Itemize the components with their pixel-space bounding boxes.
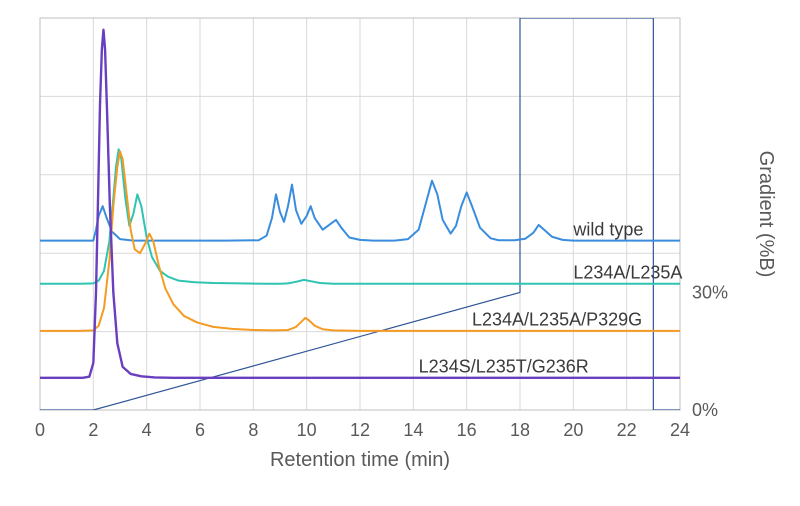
y2-tick-label: 0% (692, 400, 718, 420)
x-tick-label: 12 (350, 420, 370, 440)
x-tick-label: 4 (142, 420, 152, 440)
x-tick-label: 14 (403, 420, 423, 440)
x-tick-label: 18 (510, 420, 530, 440)
x-tick-label: 10 (297, 420, 317, 440)
chromatogram-chart: wild type L234A/L235A L234A/L235A/P329G L23… (0, 0, 800, 506)
x-tick-label: 2 (88, 420, 98, 440)
series-label: L234A/L235A/P329G (472, 310, 642, 330)
y2-tick-label: 30% (692, 282, 728, 302)
chart-svg: wild type L234A/L235A L234A/L235A/P329G L23… (0, 0, 800, 506)
series-label: L234S/L235T/G236R (419, 357, 589, 377)
x-tick-label: 6 (195, 420, 205, 440)
x-tick-label: 8 (248, 420, 258, 440)
x-tick-label: 16 (457, 420, 477, 440)
series-label: wild type (572, 219, 643, 239)
x-tick-label: 24 (670, 420, 690, 440)
x-axis-label: Retention time (min) (270, 449, 450, 471)
x-tick-label: 20 (563, 420, 583, 440)
y2-axis-label: Gradient (%B) (755, 151, 777, 278)
series-label: L234A/L235A (573, 263, 682, 283)
x-tick-label: 22 (617, 420, 637, 440)
x-tick-label: 0 (35, 420, 45, 440)
